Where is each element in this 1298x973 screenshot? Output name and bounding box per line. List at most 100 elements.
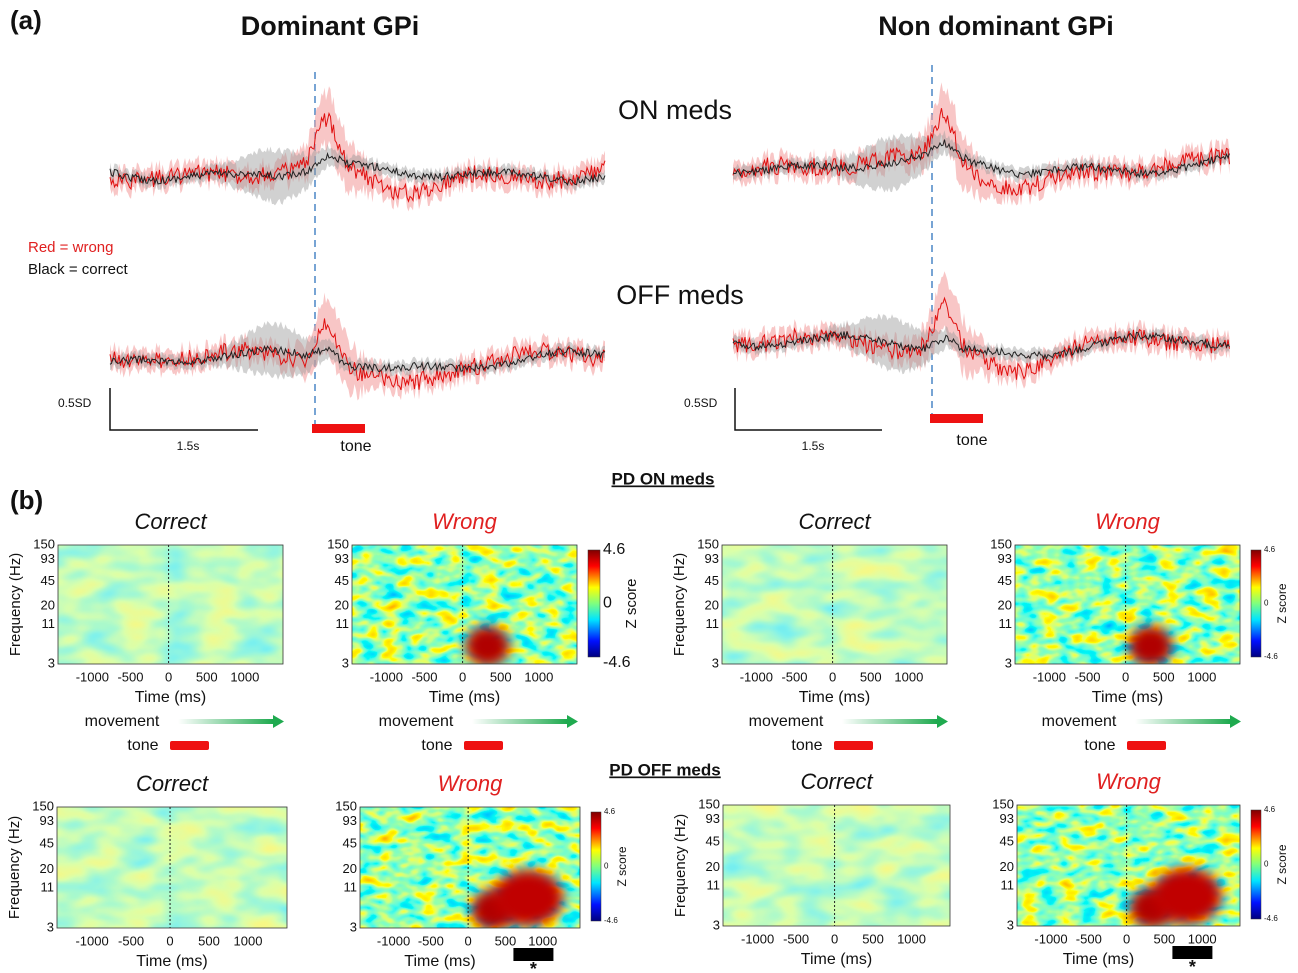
y-tick-label: 150: [32, 798, 54, 813]
scale-amplitude: 0.5SD: [58, 396, 92, 410]
blob: [1128, 626, 1173, 664]
maps: Correct 150 93 45 20 11 3 -1000 -500 0 500 1000 Time…: [6, 509, 1289, 973]
colorbar-label: Z score: [615, 846, 629, 886]
scale-time: 1.5s: [177, 439, 200, 453]
colorbar-tick: 4.6: [604, 807, 616, 816]
heatmap-field: [57, 807, 287, 928]
x-tick-label: -500: [781, 669, 807, 684]
x-tick-label: -500: [118, 933, 144, 948]
x-tick-label: 1000: [1187, 669, 1216, 684]
y-tick-label: 150: [697, 536, 719, 551]
tone-bar: [1127, 741, 1166, 750]
error-band: [110, 292, 605, 401]
y-tick-label: 93: [343, 813, 357, 828]
significance-star: *: [530, 959, 537, 973]
legend-correct: Black = correct: [28, 261, 128, 278]
map-title: Wrong: [432, 509, 498, 534]
x-tick-label: -500: [117, 669, 143, 684]
colorbar-tick: 4.6: [603, 541, 625, 558]
x-tick-label: -500: [1074, 669, 1100, 684]
x-tick-label: -1000: [377, 933, 410, 948]
heatmap-frame: [351, 544, 578, 665]
colorbar-tick: 0: [604, 862, 609, 871]
heatmap-field: [352, 545, 577, 664]
y-tick-label: 3: [1007, 917, 1014, 932]
blob: [493, 870, 564, 926]
y-axis-label: Frequency (Hz): [6, 816, 23, 919]
heatmap-field: [723, 805, 950, 926]
y-tick-label: 20: [41, 598, 55, 613]
map-title: Correct: [136, 771, 209, 796]
y-tick-label: 20: [1000, 859, 1014, 874]
scale-amplitude: 0.5SD: [684, 396, 718, 410]
trace-wrong: [109, 112, 606, 203]
heatmap-frame: [57, 544, 284, 665]
x-tick-label: -500: [1076, 931, 1102, 946]
heatmap: [57, 807, 287, 928]
x-tick-label: -1000: [740, 669, 773, 684]
x-tick-label: 0: [1122, 669, 1129, 684]
colorbar-tick: -4.6: [1264, 914, 1278, 923]
y-tick-label: 93: [706, 811, 720, 826]
trace-correct: [732, 139, 1230, 179]
movement-arrow: [1135, 719, 1230, 724]
y-tick-label: 93: [998, 551, 1012, 566]
colorbar-tick: -4.6: [1264, 652, 1278, 661]
heatmap-frame: [1016, 804, 1241, 927]
y-tick-label: 3: [47, 919, 54, 934]
movement-arrow: [178, 719, 273, 724]
tone-label: tone: [956, 432, 987, 449]
y-tick-label: 45: [706, 834, 720, 849]
x-tick-label: -1000: [741, 931, 774, 946]
colorbar: [1250, 549, 1262, 658]
trace-correct: [109, 344, 606, 373]
y-tick-label: 3: [1005, 655, 1012, 670]
colorbar-tick: 4.6: [1264, 805, 1276, 814]
colorbar-tick: 0: [603, 595, 612, 612]
y-tick-label: 150: [33, 536, 55, 551]
heatmap: [722, 545, 947, 664]
y-tick-label: 3: [350, 919, 357, 934]
x-tick-label: 500: [490, 669, 512, 684]
y-tick-label: 11: [42, 616, 56, 631]
heatmap-frame: [56, 806, 288, 929]
error-band: [733, 130, 1230, 193]
tone-label: tone: [421, 737, 452, 754]
x-tick-label: 0: [1123, 931, 1130, 946]
heatmap: [58, 545, 283, 664]
x-tick-label: -500: [411, 669, 437, 684]
x-axis-label: Time (ms): [801, 951, 872, 968]
map-title: Correct: [798, 509, 871, 534]
panel-label: (b): [10, 485, 43, 515]
panel-label: (a): [10, 5, 42, 35]
condition-label: ON meds: [618, 95, 732, 125]
y-tick-label: 11: [706, 616, 720, 631]
y-tick-label: 11: [1001, 877, 1015, 892]
error-band: [110, 86, 605, 212]
heatmap-frame: [1014, 544, 1241, 665]
colorbar-label: Z score: [1275, 844, 1289, 884]
map-title: Correct: [800, 769, 873, 794]
y-tick-label: 11: [999, 616, 1013, 631]
y-tick-label: 20: [705, 598, 719, 613]
traces: [109, 82, 1230, 401]
y-axis-label: Frequency (Hz): [7, 553, 24, 656]
x-tick-label: 1000: [234, 933, 263, 948]
x-tick-label: -1000: [370, 669, 403, 684]
x-tick-label: -1000: [76, 669, 109, 684]
x-tick-label: 1000: [1188, 931, 1217, 946]
x-tick-label: 1000: [230, 669, 259, 684]
colorbar-tick: 4.6: [1264, 545, 1276, 554]
trace-correct: [732, 331, 1230, 361]
tone-label: tone: [127, 737, 158, 754]
x-tick-label: 500: [1153, 669, 1175, 684]
y-tick-label: 3: [342, 655, 349, 670]
colorbar-label: Z score: [1275, 583, 1289, 623]
section-title: PD ON meds: [612, 469, 715, 488]
y-tick-label: 45: [40, 836, 54, 851]
heatmap: [1017, 805, 1240, 926]
trace-wrong: [109, 318, 606, 391]
y-tick-label: 20: [40, 861, 54, 876]
x-axis-label: Time (ms): [1092, 689, 1163, 706]
